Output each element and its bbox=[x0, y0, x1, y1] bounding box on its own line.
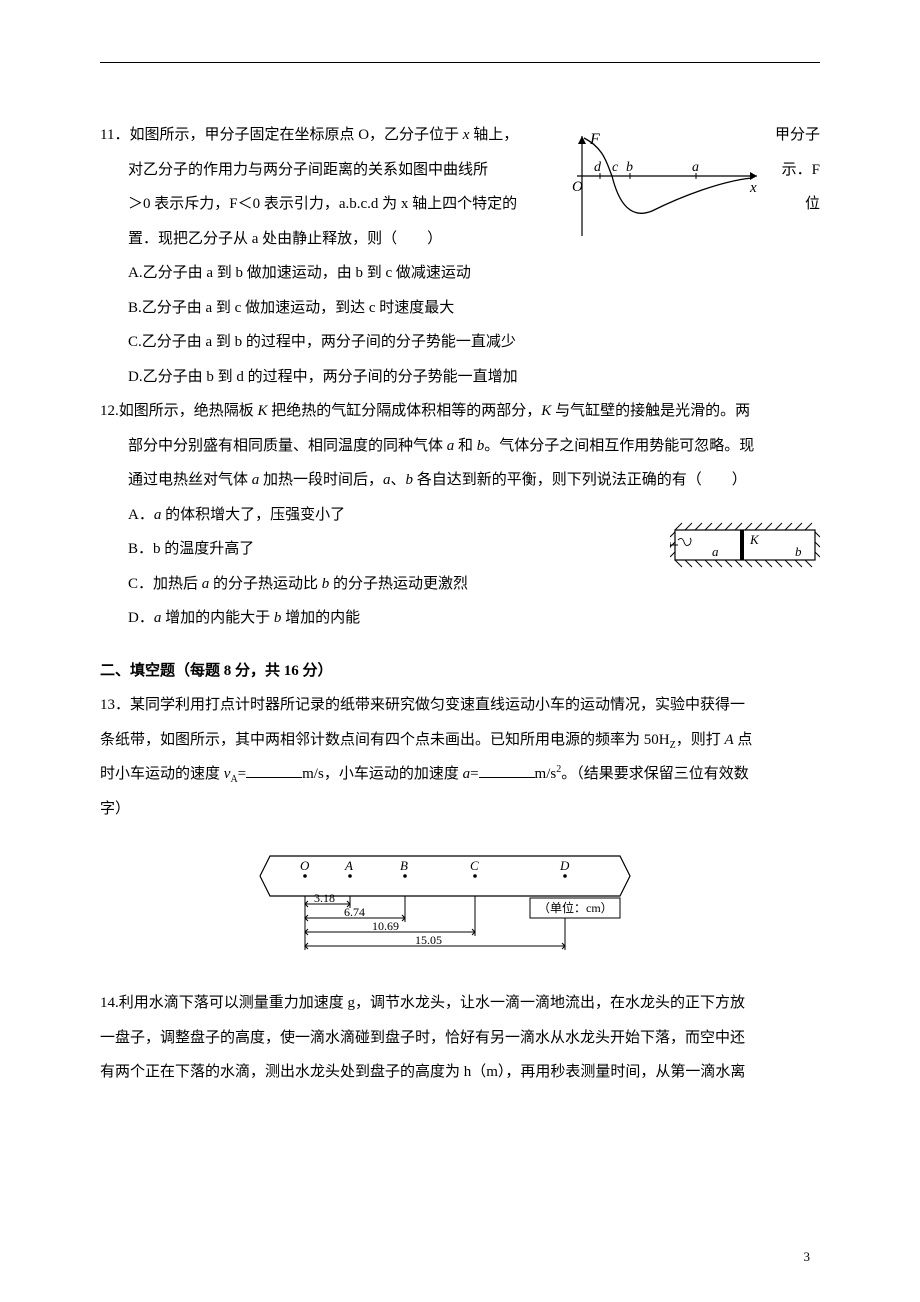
q11-l1-right: 甲分子 bbox=[775, 118, 820, 153]
q12-l3a: 通过电热丝对气体 bbox=[128, 472, 252, 488]
fig3-d4: 15.05 bbox=[415, 933, 442, 947]
q11-D: D.乙分子由 b 到 d 的过程中，两分子间的分子势能一直增加 bbox=[100, 360, 820, 395]
q13-l2c: 点 bbox=[734, 732, 753, 748]
q11-l3-right: 位 bbox=[805, 187, 820, 222]
q14-l1: 利用水滴下落可以测量重力加速度 g，调节水龙头，让水一滴一滴地流出，在水龙头的正… bbox=[119, 995, 745, 1011]
q13-l3a: 时小车运动的速度 bbox=[100, 766, 224, 782]
page: F O x a b c d 11．如图所示，甲分子固定在坐标原点 O，乙分子位于… bbox=[0, 0, 920, 1302]
q13-line1: 13．某同学利用打点计时器所记录的纸带来研究做匀变速直线运动小车的运动情况，实验… bbox=[100, 688, 820, 723]
q13-line3: 时小车运动的速度 vA=m/s，小车运动的加速度 a=m/s2。（结果要求保留三… bbox=[100, 757, 820, 792]
q13-l3eq2: = bbox=[470, 766, 478, 782]
fig3-B: B bbox=[400, 858, 408, 873]
q13-line2: 条纸带，如图所示，其中两相邻计数点间有四个点未画出。已知所用电源的频率为 50H… bbox=[100, 723, 820, 758]
q12-K: K bbox=[258, 403, 268, 419]
q12-line1: 12.如图所示，绝热隔板 K 把绝热的气缸分隔成体积相等的两部分，K 与气缸壁的… bbox=[100, 394, 820, 429]
q13-l2b: ，则打 bbox=[676, 732, 725, 748]
fig3-O: O bbox=[300, 858, 310, 873]
q11-A: A.乙分子由 a 到 b 做加速运动，由 b 到 c 做减速运动 bbox=[100, 256, 820, 291]
q12-l1a: 如图所示，绝热隔板 bbox=[119, 403, 258, 419]
q12-C-pre: C．加热后 bbox=[128, 576, 202, 592]
fig1-a: a bbox=[692, 160, 699, 175]
q12-l1c: 与气缸壁的接触是光滑的。两 bbox=[551, 403, 750, 419]
q13-l3eq: = bbox=[238, 766, 246, 782]
q12-num: 12. bbox=[100, 403, 119, 419]
fig3-A: A bbox=[344, 858, 353, 873]
q12-l3-a2: a bbox=[383, 472, 391, 488]
fig1-c: c bbox=[612, 160, 619, 175]
q13-l3acc: a bbox=[463, 766, 471, 782]
q13-unit2: m/s bbox=[535, 766, 557, 782]
q11-stem-l1: 如图所示，甲分子固定在坐标原点 O，乙分子位于 bbox=[129, 127, 462, 143]
q12-D-mid: 增加的内能大于 bbox=[161, 610, 274, 626]
fig1-F-label: F bbox=[589, 131, 600, 148]
q12-l2a: 部分中分别盛有相同质量、相同温度的同种气体 bbox=[128, 438, 447, 454]
q11-stem-l2: 对乙分子的作用力与两分子间距离的关系如图中曲线所 bbox=[128, 162, 488, 178]
page-number: 3 bbox=[804, 1242, 811, 1272]
q14-num: 14. bbox=[100, 995, 119, 1011]
figure-q11: F O x a b c d bbox=[572, 126, 762, 246]
q12-C-mid: 的分子热运动比 bbox=[209, 576, 322, 592]
q12-l3-b: b bbox=[406, 472, 414, 488]
fig1-x-label: x bbox=[749, 180, 757, 196]
q12-line2: 部分中分别盛有相同质量、相同温度的同种气体 a 和 b。气体分子之间相互作用势能… bbox=[100, 429, 820, 464]
q12-K2: K bbox=[541, 403, 551, 419]
q14-line2: 一盘子，调整盘子的高度，使一滴水滴碰到盘子时，恰好有另一滴水从水龙头开始下落，而… bbox=[100, 1021, 820, 1056]
q12-D-pre: D． bbox=[128, 610, 154, 626]
fig2-K: K bbox=[749, 532, 760, 547]
q14-line1: 14.利用水滴下落可以测量重力加速度 g，调节水龙头，让水一滴一滴地流出，在水龙… bbox=[100, 986, 820, 1021]
fig3-D: D bbox=[559, 858, 570, 873]
q12-l1b: 把绝热的气缸分隔成体积相等的两部分， bbox=[268, 403, 542, 419]
q13-l2a: 条纸带，如图所示，其中两相邻计数点间有四个点未画出。已知所用电源的频率为 50H bbox=[100, 732, 670, 748]
fig1-d: d bbox=[594, 160, 602, 175]
blank-1 bbox=[246, 762, 302, 778]
q12-D: D．a 增加的内能大于 b 增加的内能 bbox=[100, 601, 820, 636]
q12-A-pre: A． bbox=[128, 507, 154, 523]
q11-l2-right: 示．F bbox=[782, 153, 820, 188]
figure-q13: O A B C D （单位：cm） 3.18 6.74 bbox=[250, 846, 670, 956]
fig3-C: C bbox=[470, 858, 479, 873]
q13-l2A: A bbox=[724, 732, 733, 748]
q13-l3A: A bbox=[230, 774, 237, 785]
q12-C: C．加热后 a 的分子热运动比 b 的分子热运动更激烈 bbox=[100, 567, 820, 602]
q12-l2b: 和 bbox=[454, 438, 477, 454]
fig3-d1: 3.18 bbox=[314, 891, 335, 905]
spacer bbox=[100, 966, 820, 986]
q12-l3c: 、 bbox=[391, 472, 406, 488]
fig2-b: b bbox=[795, 544, 802, 559]
fig3-d2: 6.74 bbox=[344, 905, 365, 919]
fig3-d3: 10.69 bbox=[372, 919, 399, 933]
fig1-O-label: O bbox=[572, 179, 583, 195]
q11-num: 11． bbox=[100, 127, 129, 143]
fig2-a: a bbox=[712, 544, 719, 559]
figure-q12: K a b bbox=[670, 520, 820, 570]
q11-stem-l1-end: 轴上， bbox=[469, 127, 518, 143]
q11-B: B.乙分子由 a 到 c 做加速运动，到达 c 时速度最大 bbox=[100, 291, 820, 326]
q12-l2c: 。气体分子之间相互作用势能可忽略。现 bbox=[484, 438, 754, 454]
q13-line4: 字） bbox=[100, 792, 820, 827]
blank-2 bbox=[479, 762, 535, 778]
q13-num: 13． bbox=[100, 697, 130, 713]
q11-C: C.乙分子由 a 到 b 的过程中，两分子间的分子势能一直减少 bbox=[100, 325, 820, 360]
q12-D-post: 增加的内能 bbox=[281, 610, 360, 626]
q13-l3end: 。（结果要求保留三位有效数 bbox=[561, 766, 749, 782]
q13-unit1: m/s，小车运动的加速度 bbox=[302, 766, 462, 782]
content: F O x a b c d 11．如图所示，甲分子固定在坐标原点 O，乙分子位于… bbox=[100, 118, 820, 1090]
q12-l3d: 各自达到新的平衡，则下列说法正确的有（ ） bbox=[413, 472, 747, 488]
q12-A-post: 的体积增大了，压强变小了 bbox=[161, 507, 345, 523]
q12-C-post: 的分子热运动更激烈 bbox=[329, 576, 468, 592]
q11-stem-l3: ＞0 表示斥力，F＜0 表示引力，a.b.c.d 为 x 轴上四个特定的 bbox=[128, 196, 517, 212]
q14-line3: 有两个正在下落的水滴，测出水龙头处到盘子的高度为 h（m），再用秒表测量时间，从… bbox=[100, 1055, 820, 1090]
fig3-unit: （单位：cm） bbox=[538, 900, 613, 915]
section2-title: 二、填空题（每题 8 分，共 16 分） bbox=[100, 654, 820, 689]
q13-l1: 某同学利用打点计时器所记录的纸带来研究做匀变速直线运动小车的运动情况，实验中获得… bbox=[130, 697, 745, 713]
fig1-b: b bbox=[626, 160, 633, 175]
top-rule bbox=[100, 62, 820, 63]
q12-l3b: 加热一段时间后， bbox=[259, 472, 383, 488]
q12-line3: 通过电热丝对气体 a 加热一段时间后，a、b 各自达到新的平衡，则下列说法正确的… bbox=[100, 463, 820, 498]
